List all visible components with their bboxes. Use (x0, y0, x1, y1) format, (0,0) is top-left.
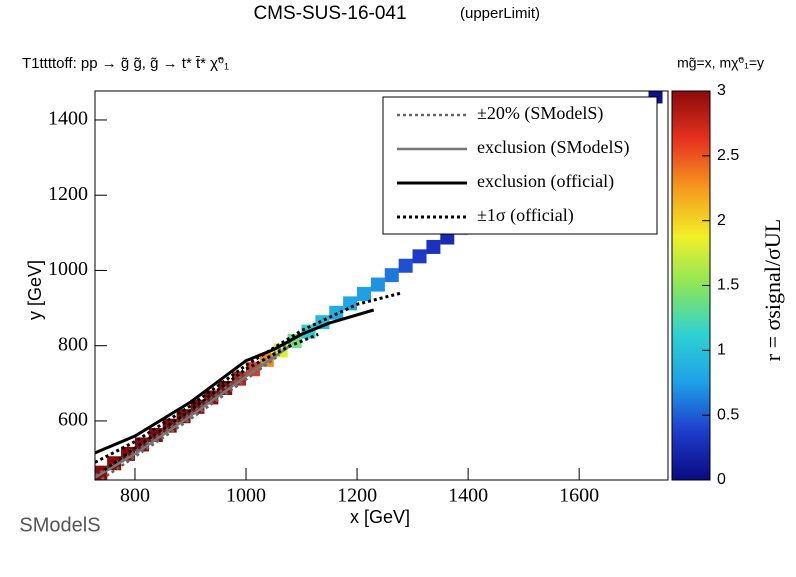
legend-label: exclusion (SModelS) (477, 137, 630, 158)
y-tick-label: 1000 (48, 258, 88, 280)
mass-note: mg̃=x, mχ̃⁰₁=y (677, 55, 764, 71)
x-tick-label: 1600 (559, 485, 599, 507)
plot-frame (94, 90, 669, 481)
x-tick-label: 1000 (226, 485, 266, 507)
y-axis-label: y [GeV] (25, 260, 45, 320)
colorbar-tick-label: 3 (717, 82, 726, 99)
cell (398, 258, 413, 273)
cell (412, 249, 427, 264)
legend-label: exclusion (official) (477, 171, 614, 192)
legend-label: ±20% (SModelS) (477, 103, 603, 124)
x-tick-label: 800 (120, 485, 150, 507)
colorbar-tick-label: 2 (717, 212, 726, 229)
chart-subtitle: (upperLimit) (460, 5, 540, 22)
curve (95, 291, 402, 472)
curve (95, 308, 375, 455)
chart-title: CMS-SUS-16-041 (253, 3, 406, 24)
x-axis-label: x [GeV] (350, 507, 410, 527)
colorbar-tick-label: 2.5 (717, 147, 739, 164)
colorbar-tick-label: 0 (717, 471, 726, 488)
y-tick-label: 600 (58, 409, 88, 431)
legend-box (382, 96, 658, 235)
cell (426, 239, 441, 254)
cell (370, 277, 385, 292)
colorbar-tick-label: 0.5 (717, 406, 739, 423)
colorbar-tick-label: 1 (717, 342, 726, 359)
curve (95, 344, 292, 479)
colorbar-label: r = σsignal/σUL (760, 219, 785, 361)
y-tick-label: 1200 (48, 183, 88, 205)
y-tick-label: 1400 (48, 108, 88, 130)
y-tick-label: 800 (58, 333, 88, 355)
x-tick-label: 1400 (448, 485, 488, 507)
x-tick-label: 1200 (337, 485, 377, 507)
cell (232, 371, 247, 386)
colorbar-tick-label: 1.5 (717, 277, 739, 294)
logo: SModelS (19, 514, 100, 536)
cell (384, 268, 399, 283)
cell (357, 286, 372, 301)
process-label: T1ttttoff: pp → g̃ g̃, g̃ → t* t̄* χ̃⁰₁ (22, 55, 229, 72)
legend-label: ±1σ (official) (477, 205, 574, 226)
